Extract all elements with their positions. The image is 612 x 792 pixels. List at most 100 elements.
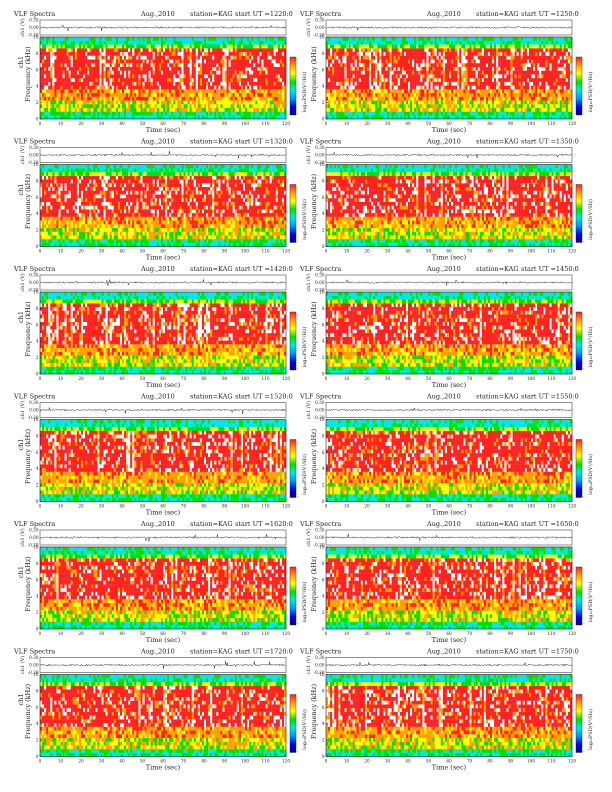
spectrogram-cell [75, 89, 77, 93]
spectrogram-cell [56, 44, 58, 48]
spectrogram-cell [50, 89, 52, 93]
spectrogram-cell [61, 89, 63, 93]
spectrogram-cell [120, 52, 122, 56]
spectrogram-cell [126, 85, 128, 89]
spectrogram-cell [110, 82, 112, 86]
spectrogram-cell [118, 93, 120, 97]
spectrogram-cell [85, 115, 87, 119]
spectrogram-cell [124, 115, 126, 119]
spectrogram-cell [52, 104, 54, 108]
spectrogram-cell [46, 52, 48, 56]
spectrogram-cell [65, 67, 67, 71]
spectrogram-cell [40, 115, 42, 119]
spectrogram-cell [65, 74, 67, 78]
spectrogram-cell [108, 104, 110, 108]
spectrogram-cell [85, 89, 87, 93]
spectrogram-cell [114, 93, 116, 97]
spectrogram-cell [130, 82, 132, 86]
spectrogram-cell [95, 93, 97, 97]
spectrogram-cell [61, 71, 63, 75]
spectrogram-cell [97, 52, 99, 56]
spectrogram-cell [118, 115, 120, 119]
spectrogram-cell [132, 59, 134, 63]
spectrogram-cell [75, 85, 77, 89]
spectrogram-cell [46, 100, 48, 104]
spectrogram-cell [79, 59, 81, 63]
spectrogram-cell [104, 52, 106, 56]
spectrogram-cell [52, 52, 54, 56]
spectrogram-cell [44, 63, 46, 67]
spectrogram-cell [89, 89, 91, 93]
spectrogram-cell [42, 100, 44, 104]
spectrogram-cell [130, 100, 132, 104]
spectrogram-cell [122, 89, 124, 93]
spectrogram-cell [126, 82, 128, 86]
spectrogram-cell [87, 82, 89, 86]
spectrogram-cell [128, 41, 130, 45]
spectrogram-cell [95, 82, 97, 86]
spectrogram-cell [54, 48, 56, 52]
spectrogram-cell [85, 78, 87, 82]
spectrogram-cell [97, 78, 99, 82]
spectrogram-cell [42, 63, 44, 67]
spectrogram-cell [112, 112, 114, 116]
spectrogram-cell [130, 48, 132, 52]
spectrogram-cell [128, 100, 130, 104]
spectrogram-cell [50, 112, 52, 116]
spectrogram-cell [132, 71, 134, 75]
spectrogram-cell [63, 71, 65, 75]
spectrogram-cell [116, 112, 118, 116]
spectrogram-cell [83, 37, 85, 41]
spectrogram-cell [83, 52, 85, 56]
spectrogram-cell [106, 115, 108, 119]
spectrogram-cell [81, 59, 83, 63]
spectrogram-cell [77, 85, 79, 89]
spectrogram-cell [83, 100, 85, 104]
spectrogram-cell [83, 93, 85, 97]
spectrogram-cell [40, 104, 42, 108]
spectrogram-cell [73, 48, 75, 52]
spectrogram-cell [54, 56, 56, 60]
spectrogram-cell [122, 37, 124, 41]
spectrogram-cell [40, 48, 42, 52]
spectrogram-cell [56, 37, 58, 41]
spectrogram-cell [71, 85, 73, 89]
spectrogram-cell [128, 37, 130, 41]
spectrogram-cell [128, 104, 130, 108]
spectrogram-cell [91, 41, 93, 45]
spectrogram-cell [50, 48, 52, 52]
spectrogram-cell [132, 93, 134, 97]
spectrogram-cell [91, 85, 93, 89]
spectrogram-cell [46, 56, 48, 60]
spectrogram-cell [87, 59, 89, 63]
spectrogram-cell [97, 74, 99, 78]
spectrogram-cell [108, 97, 110, 101]
spectrogram-cell [44, 89, 46, 93]
spectrogram-cell [110, 100, 112, 104]
spectrogram-cell [61, 82, 63, 86]
spectrogram-cell [91, 59, 93, 63]
spectrogram-cell [110, 93, 112, 97]
spectrogram-cell [130, 108, 132, 112]
spectrogram-cell [73, 37, 75, 41]
spectrogram-cell [106, 37, 108, 41]
spectrogram-cell [50, 74, 52, 78]
spectrogram-cell [116, 85, 118, 89]
spectrogram-cell [58, 44, 60, 48]
spectrogram-cell [61, 59, 63, 63]
spectrogram-cell [40, 112, 42, 116]
spectrogram-cell [69, 67, 71, 71]
spectrogram-cell [85, 48, 87, 52]
spectrogram-cell [56, 97, 58, 101]
spectrogram-cell [56, 104, 58, 108]
spectrogram-cell [52, 78, 54, 82]
spectrogram-cell [130, 41, 132, 45]
spectrogram-cell [73, 67, 75, 71]
spectrogram-cell [85, 108, 87, 112]
spectrogram-cell [83, 74, 85, 78]
spectrogram-cell [130, 52, 132, 56]
spectrogram-cell [52, 100, 54, 104]
spectrogram-cell [65, 93, 67, 97]
spectrogram-cell [75, 63, 77, 67]
spectrogram-cell [73, 89, 75, 93]
